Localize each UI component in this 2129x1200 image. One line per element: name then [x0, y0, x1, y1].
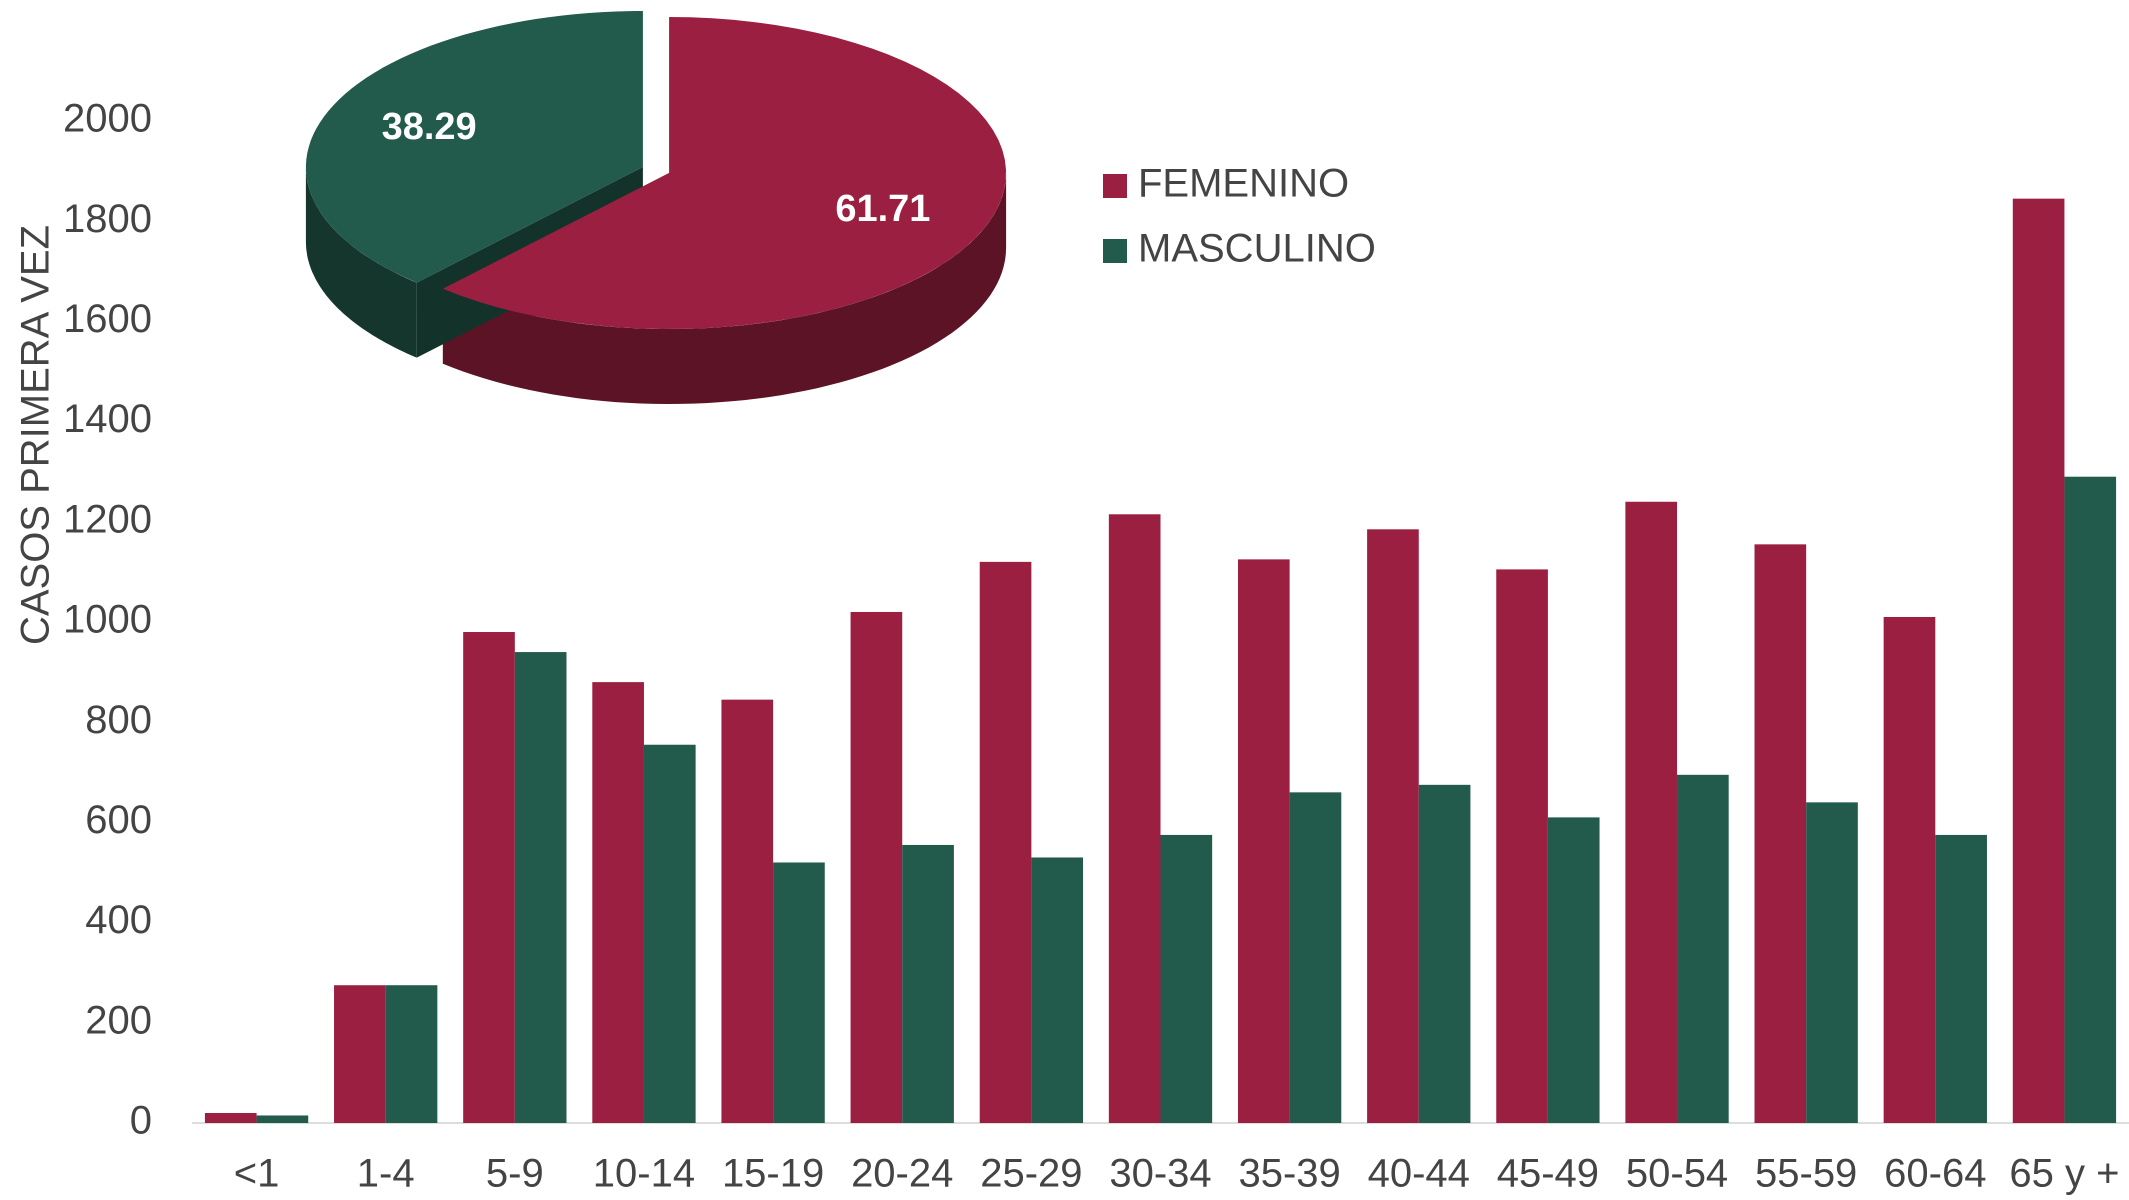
- y-tick-label: 800: [85, 698, 152, 742]
- x-tick-label: 45-49: [1497, 1152, 1599, 1196]
- y-tick-label: 1400: [63, 397, 152, 441]
- bar: [385, 985, 438, 1123]
- y-tick-label: 2000: [63, 97, 152, 141]
- bar: [1367, 529, 1419, 1123]
- x-tick-label: 50-54: [1626, 1152, 1728, 1196]
- bar: [204, 1112, 257, 1123]
- legend-swatch: [1103, 174, 1127, 198]
- y-tick-label: 1800: [63, 197, 152, 241]
- bar: [1935, 834, 1987, 1123]
- pie-side: [442, 173, 1007, 404]
- pie-label: 38.29: [382, 106, 477, 148]
- pie-side: [305, 167, 417, 358]
- y-tick-label: 200: [85, 998, 152, 1042]
- x-tick-label: 60-64: [1884, 1152, 1986, 1196]
- legend-label: MASCULINO: [1138, 227, 1376, 271]
- legend-swatch: [1103, 239, 1127, 263]
- bar: [592, 682, 644, 1123]
- y-tick-label: 400: [85, 898, 152, 942]
- x-tick-label: <1: [234, 1152, 280, 1196]
- bar: [902, 844, 954, 1123]
- legend-label: FEMENINO: [1138, 162, 1349, 206]
- bar: [1418, 784, 1471, 1123]
- x-tick-label: 25-29: [980, 1152, 1082, 1196]
- x-tick-label: 40-44: [1368, 1152, 1470, 1196]
- bar: [1806, 802, 1858, 1123]
- y-tick-label: 1600: [63, 297, 152, 341]
- x-tick-label: 55-59: [1755, 1152, 1857, 1196]
- bar: [850, 611, 903, 1123]
- bar: [1677, 774, 1729, 1123]
- y-tick-label: 1000: [63, 598, 152, 642]
- bar: [721, 699, 774, 1123]
- bar: [1160, 834, 1213, 1123]
- x-tick-label: 10-14: [593, 1152, 695, 1196]
- bar: [1108, 514, 1161, 1123]
- bar: [773, 862, 825, 1123]
- bar: [514, 652, 567, 1123]
- bar: [256, 1115, 309, 1123]
- bar: [643, 744, 696, 1123]
- pie-slice: [305, 11, 643, 283]
- x-tick-label: 35-39: [1238, 1152, 1340, 1196]
- bar: [463, 632, 515, 1123]
- x-tick-label: 20-24: [851, 1152, 953, 1196]
- bar: [1289, 792, 1342, 1123]
- y-tick-label: 600: [85, 798, 152, 842]
- x-tick-label: 30-34: [1109, 1152, 1211, 1196]
- bar: [979, 561, 1032, 1123]
- pie-label: 61.71: [835, 188, 930, 230]
- bar: [1547, 817, 1600, 1123]
- bar: [2064, 476, 2117, 1124]
- bar: [1754, 544, 1807, 1123]
- bar: [1496, 569, 1548, 1123]
- x-tick-label: 1-4: [357, 1152, 415, 1196]
- x-tick-label: 65 y +: [2009, 1152, 2119, 1196]
- bar: [1625, 501, 1678, 1123]
- bar: [334, 985, 386, 1123]
- bar: [1237, 559, 1290, 1123]
- x-tick-label: 15-19: [722, 1152, 824, 1196]
- y-tick-label: 1200: [63, 497, 152, 541]
- bar: [2012, 198, 2065, 1123]
- pie-slice: [442, 17, 1006, 329]
- y-tick-label: 0: [130, 1099, 152, 1143]
- y-axis-title: CASOS PRIMERA VEZ: [14, 225, 58, 645]
- x-tick-label: 5-9: [486, 1152, 544, 1196]
- bar: [1031, 857, 1084, 1123]
- bar: [1883, 616, 1936, 1123]
